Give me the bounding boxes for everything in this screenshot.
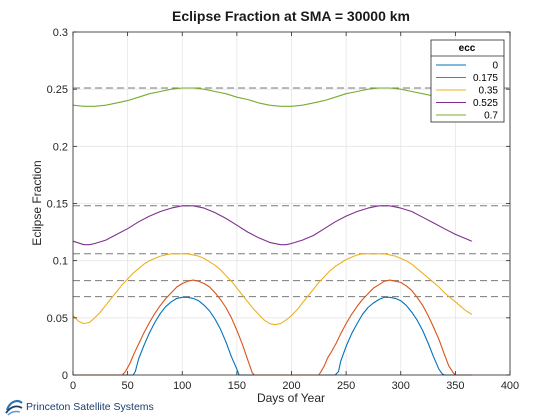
series-line-ecc-0.35 [72, 253, 473, 326]
ticks: 0 50 100 150 200 250 300 350 400 0 0.05 0.1 0.15 0.2 0… [47, 27, 520, 392]
x-tick-label: 150 [228, 380, 246, 392]
legend-title: ecc [459, 43, 476, 54]
x-tick-label: 300 [392, 380, 410, 392]
legend-label: 0.525 [473, 98, 498, 109]
x-tick-label: 50 [122, 380, 134, 392]
legend-label: 0.35 [479, 86, 499, 97]
legend-label: 0.175 [473, 73, 498, 84]
legend: ecc 00.175 0.350.525 0.7 [430, 39, 505, 123]
logo-text: Princeton Satellite Systems [26, 401, 154, 413]
legend-box [430, 39, 505, 123]
reference-lines [73, 87, 510, 298]
y-tick-label: 0.05 [47, 313, 68, 325]
legend-label: 0.7 [484, 111, 498, 122]
x-tick-label: 250 [337, 380, 355, 392]
y-axis-label: Eclipse Fraction [30, 160, 44, 245]
chart-title: Eclipse Fraction at SMA = 30000 km [172, 8, 410, 24]
series-line-ecc-0.525 [72, 205, 473, 246]
legend-label: 0 [492, 61, 498, 72]
y-tick-label: 0.2 [53, 141, 68, 153]
x-tick-label: 350 [446, 380, 464, 392]
x-tick-label: 200 [282, 380, 300, 392]
x-tick-label: 0 [70, 380, 76, 392]
y-tick-label: 0.1 [53, 256, 68, 268]
x-tick-label: 400 [501, 380, 519, 392]
x-tick-label: 100 [173, 380, 191, 392]
y-tick-label: 0.15 [47, 199, 68, 211]
series-line-ecc-0.175 [73, 279, 472, 376]
series-line-ecc-0.7 [72, 87, 472, 107]
y-tick-label: 0 [62, 370, 68, 382]
y-tick-label: 0.25 [47, 84, 68, 96]
y-tick-label: 0.3 [53, 27, 68, 39]
globe-icon [5, 399, 23, 416]
princeton-satellite-systems-logo: Princeton Satellite Systems [4, 394, 154, 420]
x-axis-label: Days of Year [257, 391, 325, 405]
